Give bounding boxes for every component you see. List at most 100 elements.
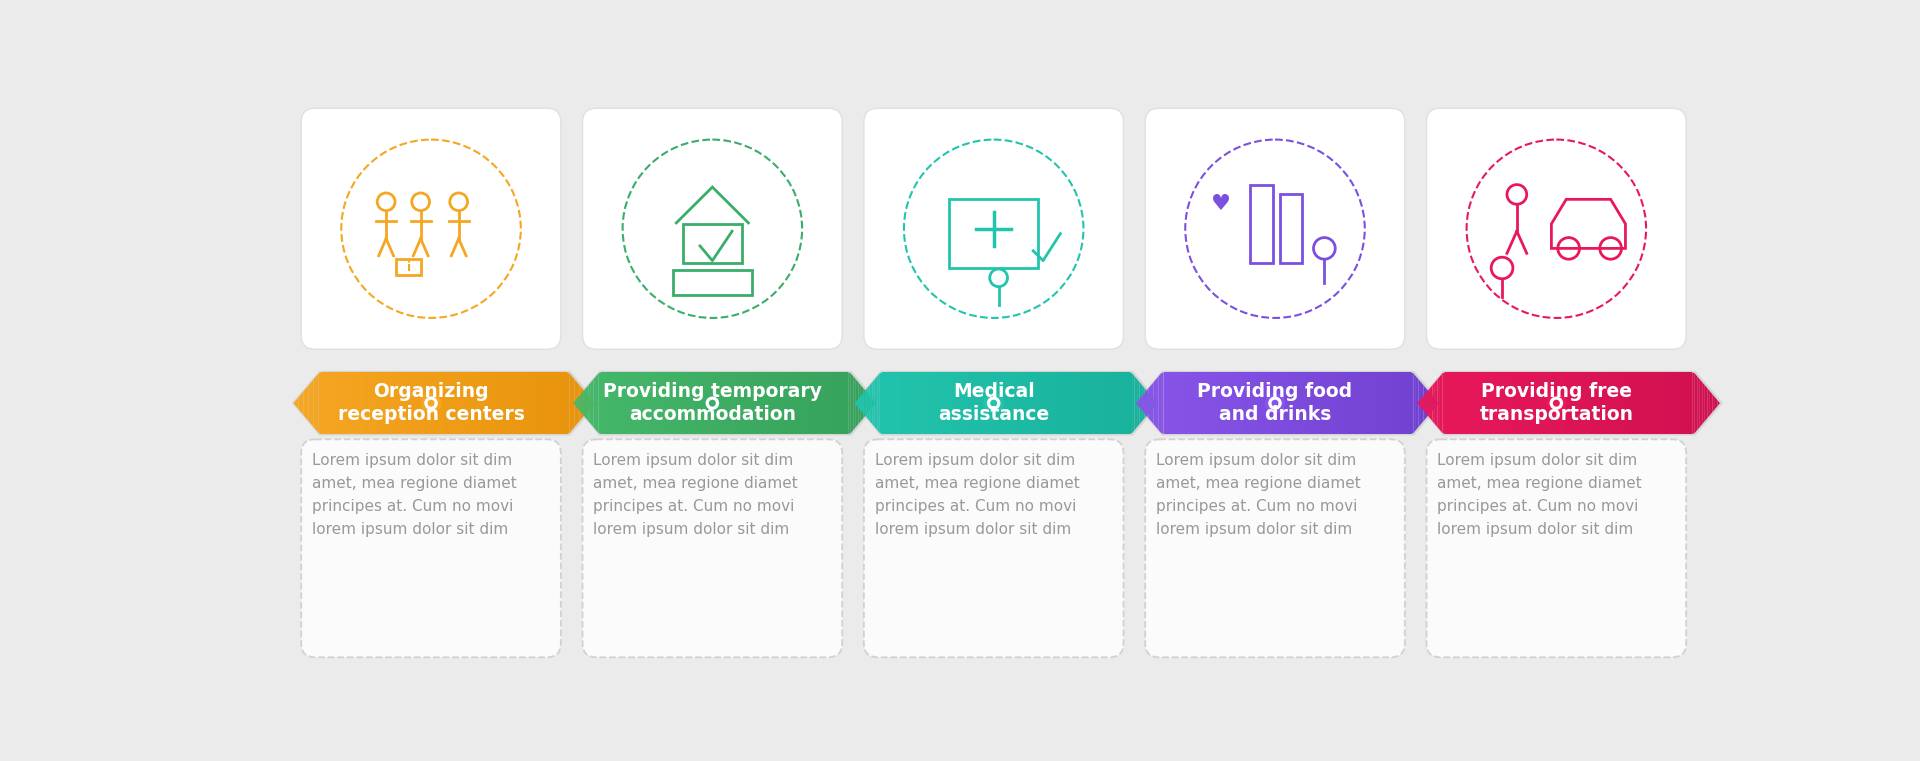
Polygon shape xyxy=(574,400,576,406)
Polygon shape xyxy=(357,372,359,434)
Polygon shape xyxy=(449,372,451,434)
Polygon shape xyxy=(1415,377,1419,430)
Polygon shape xyxy=(1267,372,1269,434)
Polygon shape xyxy=(1415,371,1722,435)
Polygon shape xyxy=(580,385,582,421)
Polygon shape xyxy=(849,372,851,434)
Polygon shape xyxy=(1523,372,1526,434)
Polygon shape xyxy=(657,372,659,434)
Polygon shape xyxy=(864,388,868,418)
Polygon shape xyxy=(303,388,305,418)
Polygon shape xyxy=(1334,372,1338,434)
Polygon shape xyxy=(1269,372,1273,434)
Polygon shape xyxy=(1158,374,1162,433)
Polygon shape xyxy=(1363,372,1365,434)
Polygon shape xyxy=(1342,372,1346,434)
Polygon shape xyxy=(626,372,628,434)
Polygon shape xyxy=(1599,372,1601,434)
Polygon shape xyxy=(1394,372,1396,434)
Polygon shape xyxy=(1371,372,1373,434)
Polygon shape xyxy=(1634,372,1636,434)
Polygon shape xyxy=(1284,372,1286,434)
FancyBboxPatch shape xyxy=(1427,108,1686,349)
Polygon shape xyxy=(1165,372,1169,434)
Text: Lorem ipsum dolor sit dim
amet, mea regione diamet
principes at. Cum no movi
lor: Lorem ipsum dolor sit dim amet, mea regi… xyxy=(1156,454,1361,537)
Polygon shape xyxy=(1146,388,1148,418)
Polygon shape xyxy=(666,372,668,434)
Polygon shape xyxy=(384,372,386,434)
Polygon shape xyxy=(1144,391,1146,415)
Polygon shape xyxy=(570,374,572,433)
Polygon shape xyxy=(883,372,885,434)
Circle shape xyxy=(1553,400,1559,406)
Polygon shape xyxy=(394,372,396,434)
Polygon shape xyxy=(1150,382,1154,424)
Polygon shape xyxy=(893,372,895,434)
Polygon shape xyxy=(1500,372,1503,434)
Polygon shape xyxy=(1715,397,1716,409)
Polygon shape xyxy=(1538,372,1542,434)
Polygon shape xyxy=(862,391,864,415)
Polygon shape xyxy=(968,372,972,434)
Polygon shape xyxy=(1576,372,1578,434)
Polygon shape xyxy=(1250,372,1252,434)
Polygon shape xyxy=(1457,372,1459,434)
FancyBboxPatch shape xyxy=(1144,108,1405,349)
Polygon shape xyxy=(739,372,743,434)
Polygon shape xyxy=(1486,372,1488,434)
Polygon shape xyxy=(879,372,883,434)
Bar xyxy=(672,270,753,295)
Polygon shape xyxy=(716,372,720,434)
Polygon shape xyxy=(1313,372,1315,434)
Polygon shape xyxy=(1357,372,1361,434)
Polygon shape xyxy=(1056,372,1060,434)
Polygon shape xyxy=(419,372,422,434)
Polygon shape xyxy=(897,372,900,434)
Polygon shape xyxy=(371,372,374,434)
Polygon shape xyxy=(1519,372,1521,434)
Polygon shape xyxy=(409,372,411,434)
Polygon shape xyxy=(1507,372,1511,434)
Polygon shape xyxy=(545,372,547,434)
Polygon shape xyxy=(1546,372,1548,434)
Polygon shape xyxy=(1275,372,1277,434)
Polygon shape xyxy=(1482,372,1486,434)
Polygon shape xyxy=(1665,372,1667,434)
Polygon shape xyxy=(1571,372,1574,434)
Polygon shape xyxy=(845,372,849,434)
Polygon shape xyxy=(1617,372,1619,434)
Polygon shape xyxy=(572,377,574,430)
Polygon shape xyxy=(540,372,541,434)
Polygon shape xyxy=(1261,372,1265,434)
Polygon shape xyxy=(1640,372,1642,434)
Polygon shape xyxy=(977,372,981,434)
Polygon shape xyxy=(856,379,858,427)
Polygon shape xyxy=(1219,372,1221,434)
Polygon shape xyxy=(852,377,856,430)
Polygon shape xyxy=(618,372,622,434)
Polygon shape xyxy=(1680,397,1693,409)
Polygon shape xyxy=(374,372,376,434)
Polygon shape xyxy=(1582,372,1584,434)
Polygon shape xyxy=(390,372,392,434)
Polygon shape xyxy=(818,372,820,434)
Polygon shape xyxy=(530,372,532,434)
Polygon shape xyxy=(1684,372,1688,434)
Polygon shape xyxy=(1409,372,1411,434)
Polygon shape xyxy=(755,372,756,434)
Polygon shape xyxy=(1294,372,1298,434)
Polygon shape xyxy=(601,372,603,434)
Polygon shape xyxy=(1146,391,1150,415)
Polygon shape xyxy=(672,372,674,434)
Polygon shape xyxy=(1162,372,1164,434)
Polygon shape xyxy=(1453,372,1455,434)
Polygon shape xyxy=(1309,372,1313,434)
Polygon shape xyxy=(783,372,785,434)
Polygon shape xyxy=(1411,372,1413,434)
Polygon shape xyxy=(1670,372,1672,434)
Polygon shape xyxy=(1154,379,1156,427)
Polygon shape xyxy=(1375,372,1379,434)
Polygon shape xyxy=(1402,372,1404,434)
FancyBboxPatch shape xyxy=(582,439,843,658)
Circle shape xyxy=(985,395,1002,412)
